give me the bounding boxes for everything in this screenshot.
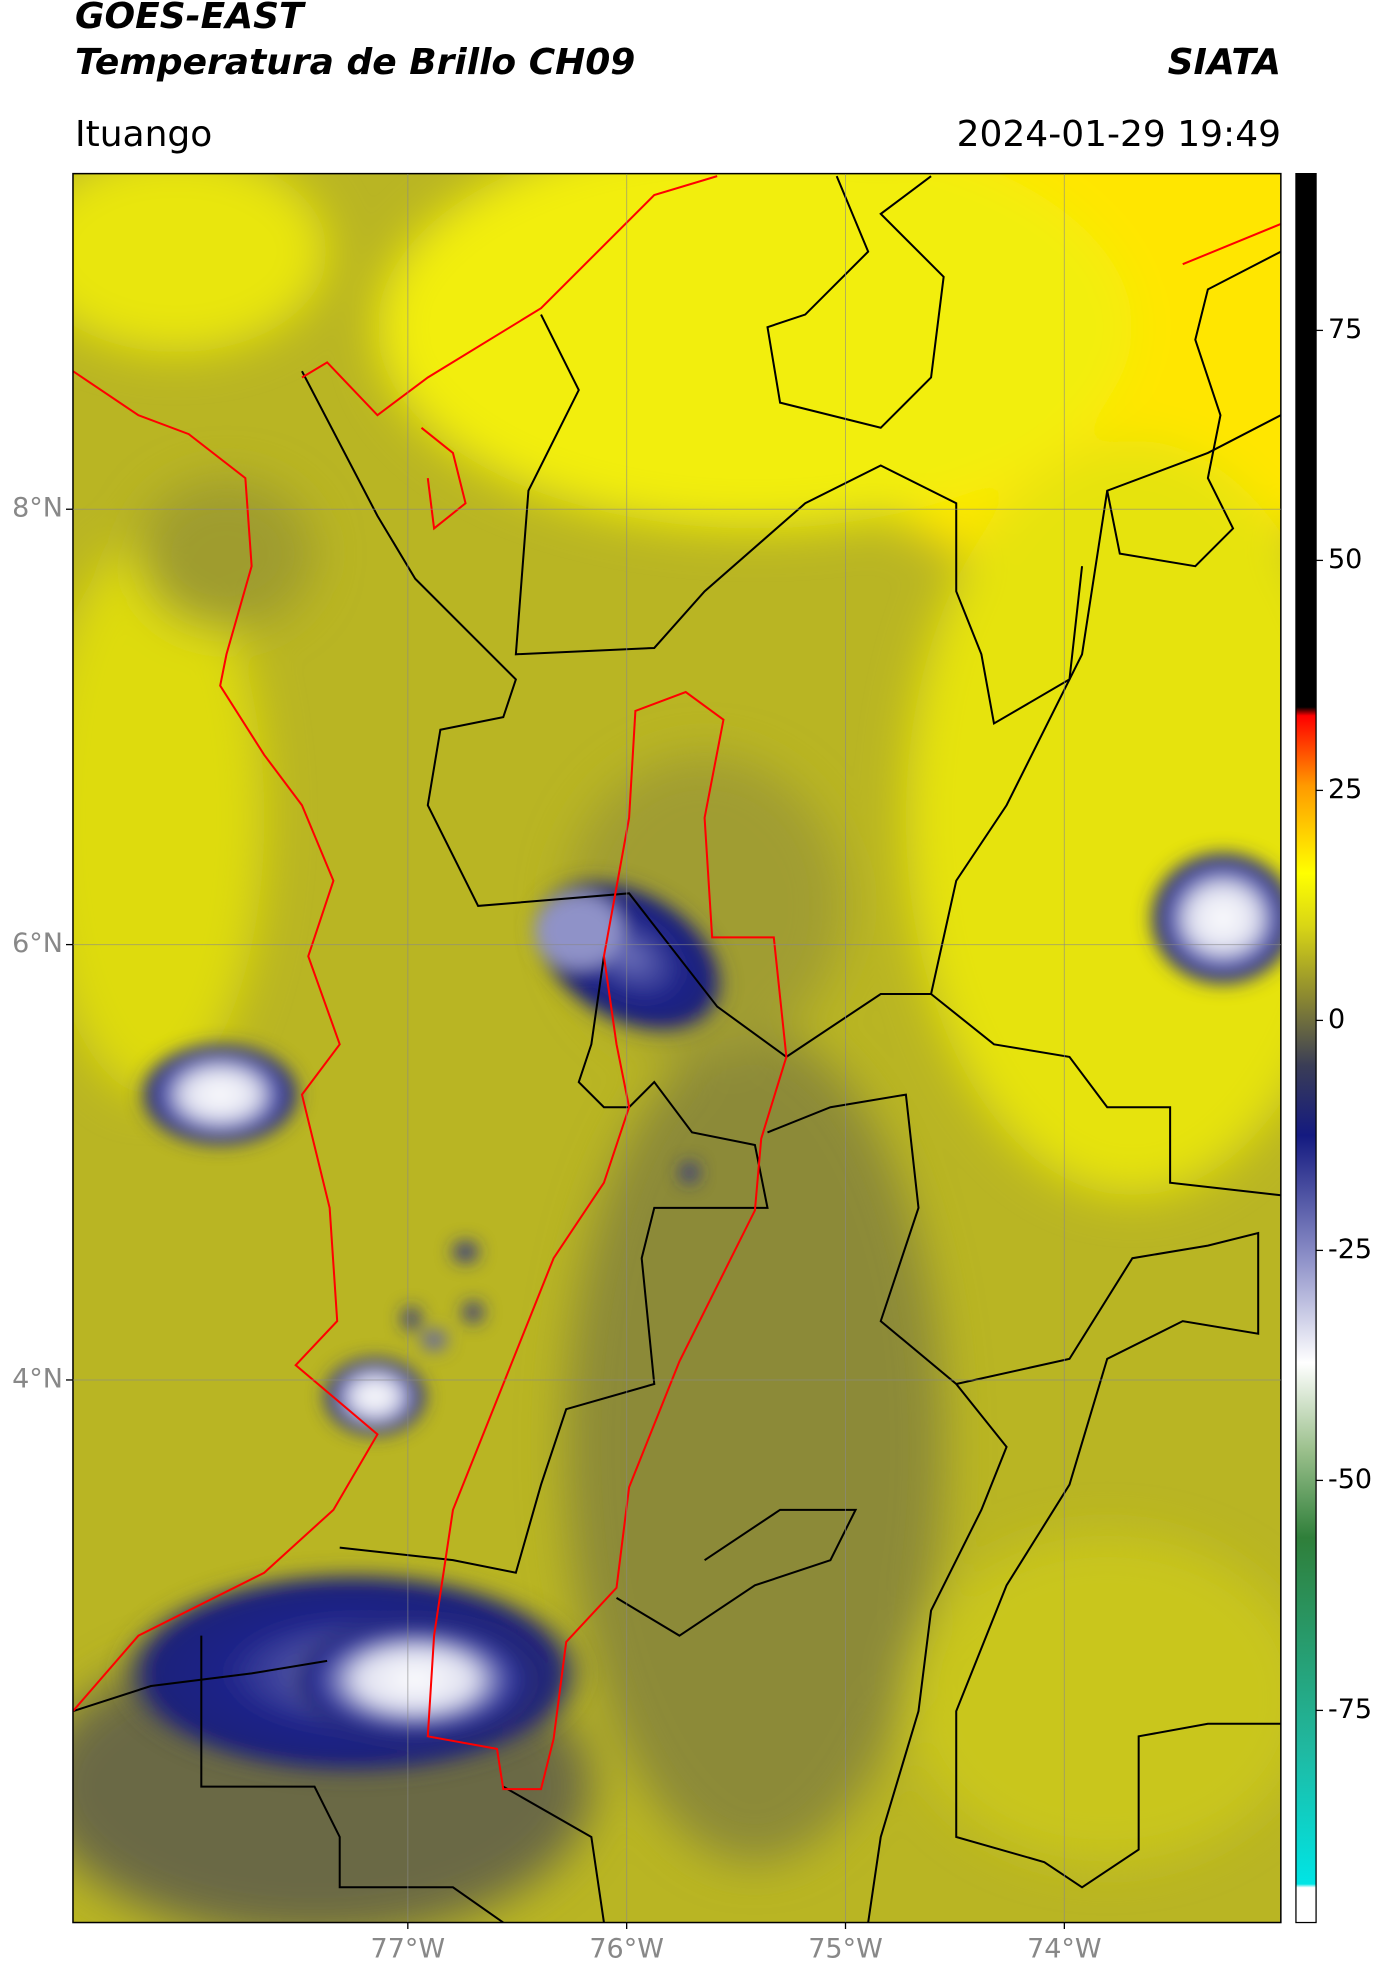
title: GOES-EAST <box>75 0 306 37</box>
x-tick-label: 77°W <box>371 1934 446 1965</box>
colorbar-tick-label: 0 <box>1328 1004 1345 1035</box>
colorbar <box>1295 173 1317 1924</box>
colorbar-tick-label: 25 <box>1328 774 1362 805</box>
map <box>72 173 1281 1923</box>
colorbar-tick-label: 75 <box>1328 314 1362 345</box>
colorbar-tick-label: 50 <box>1328 544 1362 575</box>
x-tick-label: 76°W <box>589 1934 664 1965</box>
subtitle: Temperatura de Brillo CH09 <box>75 42 635 83</box>
organization: SIATA <box>1168 42 1281 83</box>
y-tick-label: 4°N <box>12 1363 63 1394</box>
axes: 77°W 76°W 75°W 74°W 4°N 6°N 8°N -75 -50 -25 0 25 50 7… <box>12 174 1372 1965</box>
ituango-basin <box>426 690 788 1791</box>
x-tick-label: 75°W <box>808 1934 883 1965</box>
colorbar-tick-label: -75 <box>1328 1694 1372 1725</box>
datetime: 2024-01-29 19:49 <box>957 114 1281 155</box>
map-frame <box>72 172 1282 1924</box>
x-tick-label: 74°W <box>1027 1934 1102 1965</box>
colorbar-tick-label: -50 <box>1328 1464 1372 1495</box>
coastline <box>72 175 1281 1712</box>
y-tick-label: 6°N <box>12 928 63 959</box>
map-layer <box>72 172 1317 1924</box>
region: Ituango <box>75 114 212 155</box>
admin-borders <box>72 175 1281 1923</box>
y-tick-label: 8°N <box>12 493 63 524</box>
colorbar-tick-label: -25 <box>1328 1234 1372 1265</box>
